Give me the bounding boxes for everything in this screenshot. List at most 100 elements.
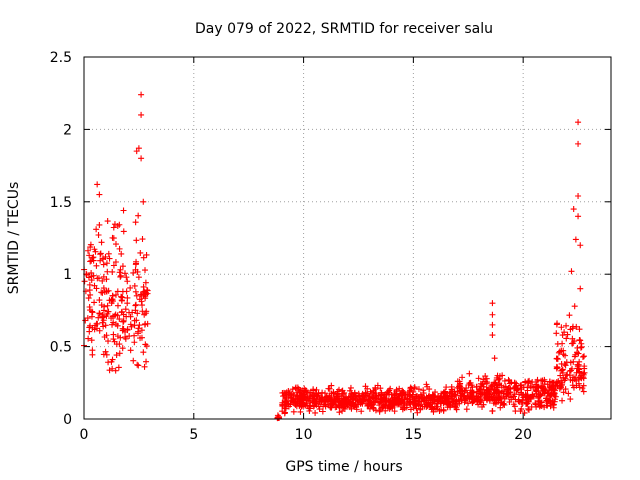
data-point (567, 396, 574, 403)
data-point (138, 91, 145, 98)
data-point (135, 325, 142, 332)
data-point (525, 378, 532, 385)
data-point (322, 401, 329, 408)
data-point (562, 386, 569, 393)
data-point (100, 323, 107, 330)
data-point (565, 390, 572, 397)
data-point (114, 302, 121, 309)
data-point (111, 338, 118, 345)
data-point (514, 386, 521, 393)
data-point (541, 378, 548, 385)
data-point (366, 397, 373, 404)
y-axis-label: SRMTID / TECUs (6, 182, 22, 295)
data-point (493, 389, 500, 396)
data-point (295, 386, 302, 393)
data-point (138, 327, 145, 334)
data-point (476, 386, 483, 393)
data-point (294, 398, 301, 405)
data-point (382, 391, 389, 398)
data-point (558, 324, 565, 331)
data-point (138, 155, 145, 162)
data-points (81, 91, 588, 422)
axis-ticks: 0 5 10 15 20 0 0.5 1 1.5 2 2.5 (50, 50, 611, 443)
data-point (112, 321, 119, 328)
data-point (579, 353, 586, 360)
data-point (302, 387, 309, 394)
data-point (559, 367, 566, 374)
data-point (377, 395, 384, 402)
data-point (141, 321, 148, 328)
data-point (296, 389, 303, 396)
data-point (128, 323, 135, 330)
data-point (112, 291, 119, 298)
data-point (573, 382, 580, 389)
data-point (141, 311, 148, 318)
data-point (122, 335, 129, 342)
data-point (298, 393, 305, 400)
data-point (454, 388, 461, 395)
data-point (110, 336, 117, 343)
data-point (578, 343, 585, 350)
data-point (486, 388, 493, 395)
data-point (144, 320, 151, 327)
data-point (347, 400, 354, 407)
data-point (463, 406, 470, 413)
data-point (133, 237, 140, 244)
data-point (132, 301, 139, 308)
data-point (400, 404, 407, 411)
data-point (486, 396, 493, 403)
data-point (391, 408, 398, 415)
data-point (415, 386, 422, 393)
data-point (559, 397, 566, 404)
data-point (415, 401, 422, 408)
data-point (574, 363, 581, 370)
data-point (106, 255, 113, 262)
data-point (101, 303, 108, 310)
data-point (572, 236, 579, 243)
data-point (102, 322, 109, 329)
data-point (438, 393, 445, 400)
data-point (288, 398, 295, 405)
data-point (86, 252, 93, 259)
data-point (527, 383, 534, 390)
data-point (109, 292, 116, 299)
data-point (466, 370, 473, 377)
data-point (133, 148, 140, 155)
data-point (88, 277, 95, 284)
data-point (90, 254, 97, 261)
data-point (517, 382, 524, 389)
data-point (541, 389, 548, 396)
data-point (134, 310, 141, 317)
data-point (345, 394, 352, 401)
data-point (568, 268, 575, 275)
data-point (497, 404, 504, 411)
data-point (134, 361, 141, 368)
data-point (98, 239, 105, 246)
data-point (85, 295, 92, 302)
data-point (86, 281, 93, 288)
data-point (108, 358, 115, 365)
data-point (512, 408, 519, 415)
data-point (104, 268, 111, 275)
data-point (553, 378, 560, 385)
data-point (563, 322, 570, 329)
data-point (493, 382, 500, 389)
data-point (279, 402, 286, 409)
data-point (440, 407, 447, 414)
data-point (134, 268, 141, 275)
data-point (554, 320, 561, 327)
data-point (404, 396, 411, 403)
data-point (312, 400, 319, 407)
data-point (100, 351, 107, 358)
data-point (571, 303, 578, 310)
data-point (372, 386, 379, 393)
data-point (131, 339, 138, 346)
data-point (374, 382, 381, 389)
data-point (533, 388, 540, 395)
data-point (569, 340, 576, 347)
data-point (575, 350, 582, 357)
data-point (516, 398, 523, 405)
x-tick-label: 10 (295, 427, 313, 443)
data-point (94, 181, 101, 188)
